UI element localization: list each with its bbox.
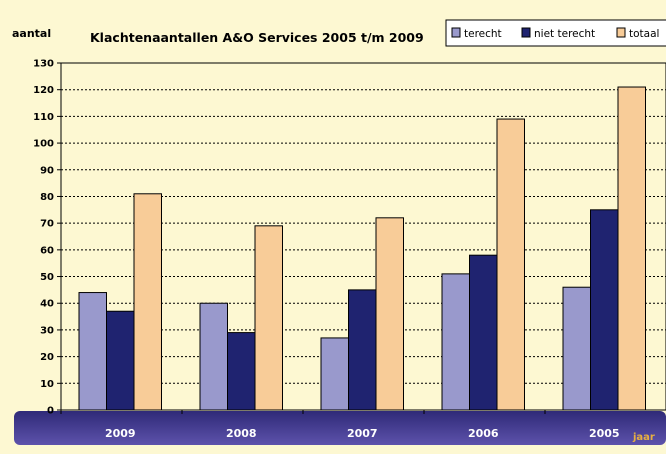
legend-swatch-totaal	[616, 27, 626, 38]
legend: terecht niet terecht totaal	[445, 19, 666, 47]
bar-niet-terecht-2008	[227, 332, 256, 411]
legend-swatch-terecht	[451, 27, 461, 38]
x-tick-label: 2006	[468, 427, 499, 440]
bar-totaal-2008	[254, 225, 283, 411]
bar-terecht-2005	[562, 286, 591, 411]
legend-items: terecht niet terecht totaal	[451, 27, 659, 40]
y-tick-label: 50	[40, 272, 54, 283]
chart-title: Klachtenaantallen A&O Services 2005 t/m …	[90, 30, 424, 45]
y-ticks-layer: 0 10 20 30 40 50 60 70 80 90 100 110 120 130	[33, 59, 61, 417]
y-tick-label: 70	[40, 219, 54, 230]
bar-totaal-2007	[375, 217, 404, 411]
x-tick-label: 2005	[589, 427, 620, 440]
y-axis-label: aantal	[12, 27, 51, 40]
x-tick-label: 2007	[347, 427, 378, 440]
y-tick-label: 30	[40, 325, 54, 336]
bar-niet-terecht-2009	[106, 310, 135, 411]
bar-niet-terecht-2007	[348, 289, 377, 411]
legend-label-totaal: totaal	[629, 28, 659, 40]
bar-terecht-2008	[199, 302, 228, 411]
x-axis-label: jaar	[632, 432, 655, 443]
legend-swatch-niet-terecht	[521, 27, 531, 38]
y-tick-label: 40	[40, 299, 54, 310]
bar-terecht-2009	[78, 292, 107, 411]
x-axis-band	[14, 411, 666, 445]
y-tick-label: 80	[40, 192, 54, 203]
legend-label-terecht: terecht	[464, 28, 502, 40]
bar-niet-terecht-2005	[590, 209, 619, 411]
x-tick-label: 2009	[105, 427, 136, 440]
bar-terecht-2006	[441, 273, 470, 411]
y-tick-label: 120	[33, 85, 54, 96]
legend-label-niet-terecht: niet terecht	[534, 28, 595, 40]
y-tick-label: 90	[40, 165, 54, 176]
bar-totaal-2006	[496, 118, 525, 411]
y-tick-label: 60	[40, 245, 54, 256]
y-tick-label: 100	[33, 139, 54, 150]
legend-box	[445, 19, 666, 47]
y-tick-label: 10	[40, 379, 54, 390]
bar-niet-terecht-2006	[469, 254, 498, 411]
bars-layer	[78, 86, 646, 411]
x-ticks-layer: 2009 2008 2007 2006 2005	[60, 409, 666, 440]
y-tick-label: 130	[33, 59, 54, 70]
bar-terecht-2007	[320, 337, 349, 411]
y-tick-label: 20	[40, 352, 54, 363]
y-tick-label: 0	[47, 406, 54, 417]
bar-totaal-2009	[133, 193, 162, 411]
y-tick-label: 110	[33, 112, 54, 123]
x-tick-label: 2008	[226, 427, 257, 440]
bar-totaal-2005	[617, 86, 646, 411]
